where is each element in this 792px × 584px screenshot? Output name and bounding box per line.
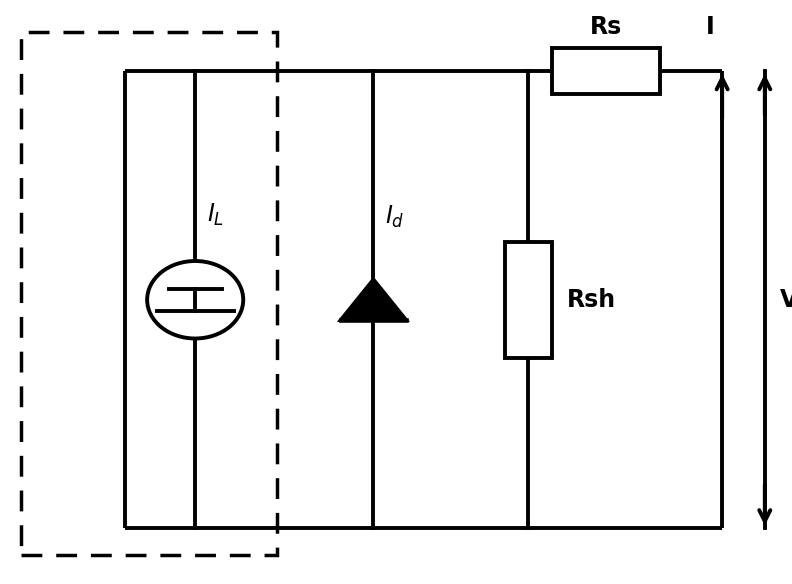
Bar [505,242,552,358]
Text: V: V [780,288,792,312]
Bar [552,48,661,95]
Text: Rs: Rs [590,15,622,39]
Text: $I_d$: $I_d$ [385,204,405,230]
Polygon shape [341,280,406,320]
Text: I: I [706,15,715,39]
Text: Rsh: Rsh [567,288,616,312]
Text: $I_L$: $I_L$ [207,201,224,228]
Bar [21,32,276,555]
Ellipse shape [147,261,243,339]
